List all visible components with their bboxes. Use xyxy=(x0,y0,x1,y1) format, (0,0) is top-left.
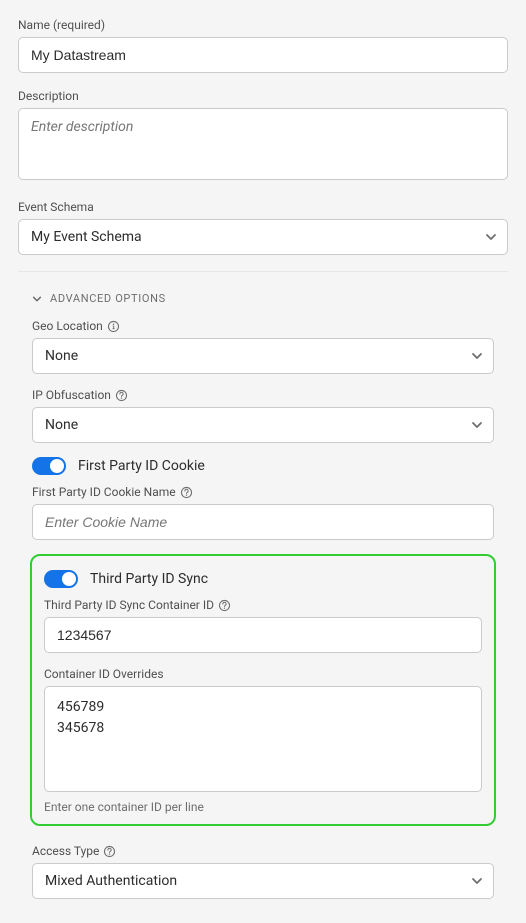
event-schema-label: Event Schema xyxy=(18,200,508,214)
geo-location-label: Geo Location xyxy=(32,319,103,333)
info-icon[interactable] xyxy=(115,389,128,402)
container-overrides-label: Container ID Overrides xyxy=(44,667,482,681)
geo-location-select[interactable]: None xyxy=(32,338,494,374)
event-schema-selected: My Event Schema xyxy=(31,229,142,245)
advanced-options-toggle[interactable]: ADVANCED OPTIONS xyxy=(18,282,508,319)
geo-location-selected: None xyxy=(45,348,78,364)
name-label: Name (required) xyxy=(18,18,508,32)
access-type-selected: Mixed Authentication xyxy=(45,873,177,889)
info-icon[interactable]: ? xyxy=(107,320,120,333)
chevron-down-icon xyxy=(471,875,483,887)
first-party-cookie-toggle[interactable] xyxy=(32,457,66,475)
event-schema-select[interactable]: My Event Schema xyxy=(18,219,508,255)
advanced-options-label: ADVANCED OPTIONS xyxy=(50,292,166,305)
info-icon[interactable] xyxy=(180,486,193,499)
access-type-label: Access Type xyxy=(32,844,99,858)
container-overrides-textarea[interactable] xyxy=(44,686,482,792)
third-party-sync-label: Third Party ID Sync xyxy=(90,571,208,587)
third-party-highlight: Third Party ID Sync Third Party ID Sync … xyxy=(30,554,496,826)
chevron-down-icon xyxy=(471,419,483,431)
description-textarea[interactable] xyxy=(18,108,508,180)
ip-obfuscation-select[interactable]: None xyxy=(32,407,494,443)
first-party-cookie-name-input[interactable] xyxy=(32,504,494,540)
ip-obfuscation-selected: None xyxy=(45,417,78,433)
chevron-down-icon xyxy=(485,231,497,243)
chevron-down-icon xyxy=(32,294,42,304)
info-icon[interactable] xyxy=(103,845,116,858)
access-type-select[interactable]: Mixed Authentication xyxy=(32,863,494,899)
container-overrides-help: Enter one container ID per line xyxy=(44,800,482,814)
third-party-container-id-label: Third Party ID Sync Container ID xyxy=(44,598,214,612)
info-icon[interactable] xyxy=(218,599,231,612)
name-input[interactable] xyxy=(18,37,508,73)
divider xyxy=(18,271,508,272)
third-party-sync-toggle[interactable] xyxy=(44,570,78,588)
chevron-down-icon xyxy=(471,350,483,362)
third-party-container-id-input[interactable] xyxy=(44,617,482,653)
first-party-cookie-label: First Party ID Cookie xyxy=(78,458,205,474)
description-label: Description xyxy=(18,89,508,103)
first-party-cookie-name-label: First Party ID Cookie Name xyxy=(32,485,176,499)
ip-obfuscation-label: IP Obfuscation xyxy=(32,388,111,402)
